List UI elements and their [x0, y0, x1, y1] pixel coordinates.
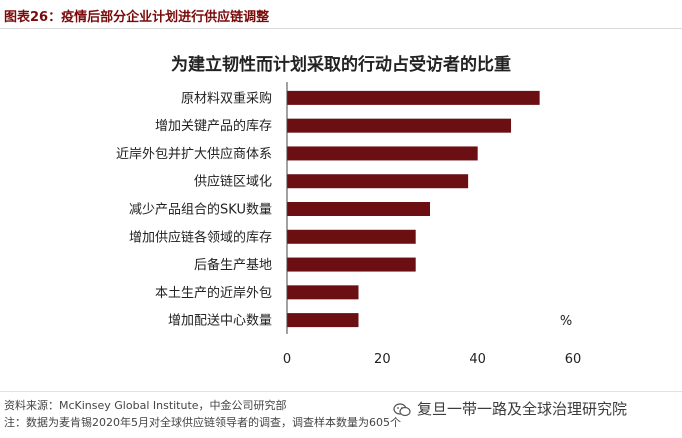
category-label: 近岸外包并扩大供应商体系	[116, 146, 272, 162]
bar	[287, 229, 416, 244]
category-label: 增加供应链各领域的库存	[129, 229, 272, 245]
bar	[287, 257, 416, 272]
watermark-text: 复旦一带一路及全球治理研究院	[417, 400, 628, 418]
x-tick-label: 40	[469, 352, 486, 367]
category-label: 后备生产基地	[194, 257, 272, 273]
category-label: 增加配送中心数量	[168, 314, 272, 329]
bar	[287, 174, 469, 189]
bar	[287, 90, 540, 105]
source-note: 资料来源：McKinsey Global Institute，中金公司研究部	[4, 399, 287, 412]
survey-note: 注：数据为麦肯锡2020年5月对全球供应链领导者的调查，调查样本数量为605个	[4, 416, 401, 429]
header-divider	[0, 28, 682, 29]
figure-label: 图表26：疫情后部分企业计划进行供应链调整	[4, 10, 270, 25]
bar	[287, 146, 478, 161]
bar	[287, 285, 359, 300]
category-label: 减少产品组合的SKU数量	[129, 202, 272, 218]
category-label: 供应链区域化	[194, 174, 272, 190]
x-tick-label: 0	[283, 352, 291, 367]
watermark: 复旦一带一路及全球治理研究院	[393, 398, 627, 419]
category-label: 本土生产的近岸外包	[155, 285, 272, 301]
x-tick-label: 60	[565, 352, 582, 367]
x-tick-label: 20	[374, 352, 391, 367]
bar	[287, 313, 359, 328]
bar	[287, 118, 512, 133]
chart-title: 为建立韧性而计划采取的行动占受访者的比重	[171, 55, 511, 75]
category-label: 增加关键产品的库存	[155, 118, 272, 134]
category-label: 原材料双重采购	[181, 90, 272, 106]
wechat-icon	[393, 402, 411, 416]
bar	[287, 202, 430, 216]
unit-label: %	[560, 314, 572, 329]
footer-divider	[0, 391, 682, 392]
